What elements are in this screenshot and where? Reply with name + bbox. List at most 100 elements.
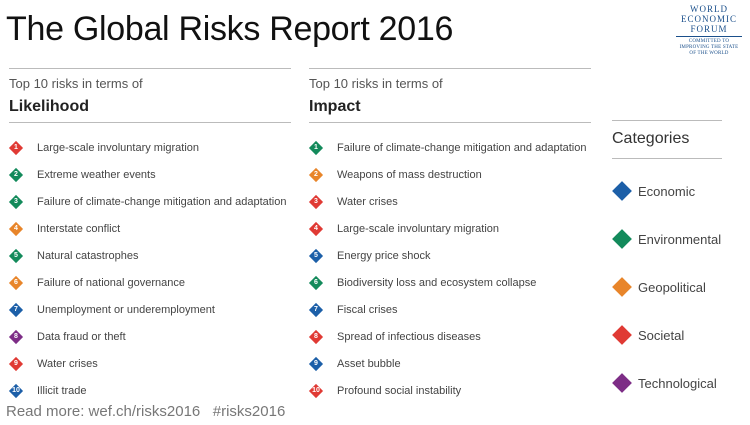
technological-diamond-icon <box>612 373 632 393</box>
rank-number: 7 <box>314 305 318 313</box>
societal-diamond-icon: 8 <box>309 330 323 344</box>
rank-number: 9 <box>314 359 318 367</box>
societal-diamond-icon: 3 <box>309 195 323 209</box>
logo-tagline-2: IMPROVING THE STATE <box>679 45 739 50</box>
risk-label: Spread of infectious diseases <box>337 330 481 343</box>
risk-list-item: 9 Asset bubble <box>309 350 591 377</box>
risk-label: Asset bubble <box>337 357 401 370</box>
category-geopolitical: Geopolitical <box>612 263 722 311</box>
environmental-diamond-icon: 2 <box>9 168 23 182</box>
environmental-diamond-icon: 3 <box>9 195 23 209</box>
societal-diamond-icon: 4 <box>309 222 323 236</box>
societal-diamond-icon <box>612 325 632 345</box>
page-title: The Global Risks Report 2016 <box>6 10 454 48</box>
rank-number: 6 <box>14 278 18 286</box>
logo-line-1: WORLD <box>690 4 728 14</box>
wef-logo: WORLD ECONOMIC FORUM COMMITTED TO IMPROV… <box>672 4 746 62</box>
risk-label: Natural catastrophes <box>37 249 139 262</box>
risk-label: Biodiversity loss and ecosystem collapse <box>337 276 537 289</box>
categories-list: Economic Environmental Geopolitical Societa… <box>612 167 722 407</box>
category-label: Economic <box>638 183 696 199</box>
category-label: Geopolitical <box>638 279 706 295</box>
risk-list-item: 6 Biodiversity loss and ecosystem collaps… <box>309 269 591 296</box>
category-label: Technological <box>638 375 717 391</box>
risk-list-item: 4 Large-scale involuntary migration <box>309 215 591 242</box>
risk-list-item: 9 Water crises <box>9 350 291 377</box>
rank-number: 4 <box>314 224 318 232</box>
rank-number: 7 <box>14 305 18 313</box>
geopolitical-diamond-icon <box>612 277 632 297</box>
risk-label: Large-scale involuntary migration <box>37 141 200 154</box>
risk-list-item: 1 Large-scale involuntary migration <box>9 134 291 161</box>
risk-list-item: 3 Water crises <box>309 188 591 215</box>
economic-diamond-icon: 7 <box>9 303 23 317</box>
rank-number: 8 <box>14 332 18 340</box>
category-technological: Technological <box>612 359 722 407</box>
risk-list-item: 8 Data fraud or theft <box>9 323 291 350</box>
logo-line-3: FORUM <box>690 24 728 34</box>
divider <box>309 68 591 69</box>
economic-diamond-icon: 9 <box>309 357 323 371</box>
rank-number: 5 <box>314 251 318 259</box>
impact-column: Top 10 risks in terms of Impact 1 Failure… <box>309 68 591 404</box>
impact-subtitle: Top 10 risks in terms of <box>309 76 443 91</box>
rank-number: 1 <box>14 143 18 151</box>
rank-number: 4 <box>14 224 18 232</box>
risk-label: Weapons of mass destruction <box>337 168 482 181</box>
risk-list-item: 10 Profound social instability <box>309 377 591 404</box>
societal-diamond-icon: 10 <box>309 384 323 398</box>
risk-label: Failure of climate-change mitigation and… <box>337 141 587 154</box>
rank-number: 3 <box>14 197 18 205</box>
technological-diamond-icon: 8 <box>9 330 23 344</box>
societal-diamond-icon: 9 <box>9 357 23 371</box>
risk-list-item: 5 Energy price shock <box>309 242 591 269</box>
rank-number: 1 <box>314 143 318 151</box>
likelihood-column: Top 10 risks in terms of Likelihood 1 Lar… <box>9 68 291 404</box>
categories-legend: Categories Economic Environmental Geopolit… <box>612 120 722 407</box>
categories-heading: Categories <box>612 120 722 159</box>
environmental-diamond-icon: 5 <box>9 249 23 263</box>
risk-label: Fiscal crises <box>337 303 398 316</box>
impact-heading: Impact <box>309 98 591 123</box>
risk-label: Data fraud or theft <box>37 330 126 343</box>
geopolitical-diamond-icon: 6 <box>9 276 23 290</box>
risk-label: Failure of national governance <box>37 276 185 289</box>
risk-label: Illicit trade <box>37 384 87 397</box>
environmental-diamond-icon <box>612 229 632 249</box>
risk-label: Water crises <box>337 195 398 208</box>
risk-list-item: 3 Failure of climate-change mitigation an… <box>9 188 291 215</box>
risk-label: Energy price shock <box>337 249 431 262</box>
likelihood-subtitle: Top 10 risks in terms of <box>9 76 143 91</box>
rank-number: 2 <box>314 170 318 178</box>
geopolitical-diamond-icon: 4 <box>9 222 23 236</box>
risk-label: Failure of climate-change mitigation and… <box>37 195 287 208</box>
risk-label: Large-scale involuntary migration <box>337 222 500 235</box>
logo-line-2: ECONOMIC <box>680 14 737 24</box>
risk-list-item: 5 Natural catastrophes <box>9 242 291 269</box>
economic-diamond-icon: 10 <box>9 384 23 398</box>
rank-number: 9 <box>14 359 18 367</box>
logo-tagline-3: OF THE WORLD <box>689 51 729 56</box>
environmental-diamond-icon: 6 <box>309 276 323 290</box>
logo-tagline-1: COMMITTED TO <box>688 39 730 44</box>
geopolitical-diamond-icon: 2 <box>309 168 323 182</box>
rank-number: 2 <box>14 170 18 178</box>
risk-list-item: 10 Illicit trade <box>9 377 291 404</box>
rank-number: 10 <box>312 386 320 394</box>
risk-list-item: 7 Unemployment or underemployment <box>9 296 291 323</box>
risk-list-item: 8 Spread of infectious diseases <box>309 323 591 350</box>
likelihood-list: 1 Large-scale involuntary migration 2 Extre… <box>9 134 291 404</box>
economic-diamond-icon: 7 <box>309 303 323 317</box>
likelihood-heading: Likelihood <box>9 98 291 123</box>
environmental-diamond-icon: 1 <box>309 141 323 155</box>
risk-list-item: 1 Failure of climate-change mitigation an… <box>309 134 591 161</box>
rank-number: 10 <box>12 386 20 394</box>
risk-label: Unemployment or underemployment <box>37 303 215 316</box>
risk-list-item: 2 Extreme weather events <box>9 161 291 188</box>
category-societal: Societal <box>612 311 722 359</box>
impact-list: 1 Failure of climate-change mitigation an… <box>309 134 591 404</box>
economic-diamond-icon <box>612 181 632 201</box>
rank-number: 8 <box>314 332 318 340</box>
rank-number: 3 <box>314 197 318 205</box>
economic-diamond-icon: 5 <box>309 249 323 263</box>
